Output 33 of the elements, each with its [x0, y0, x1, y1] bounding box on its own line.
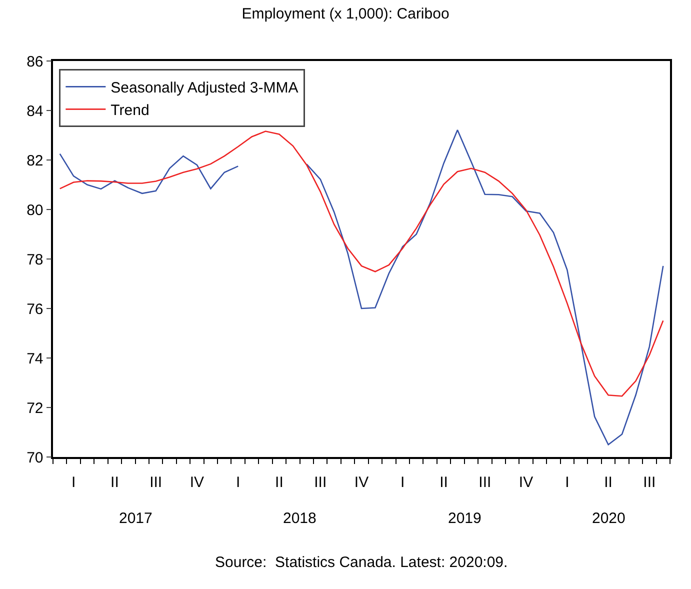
legend-label: Seasonally Adjusted 3-MMA	[110, 80, 298, 97]
x-tick-label: IV	[190, 474, 204, 491]
chart-title: Employment (x 1,000): Cariboo	[242, 6, 450, 22]
x-tick-label: I	[565, 474, 570, 491]
x-tick-label: III	[643, 474, 656, 491]
y-tick-label: 76	[26, 300, 44, 318]
y-tick-label: 86	[26, 53, 44, 70]
x-tick-label: IV	[354, 474, 369, 491]
y-tick-label: 82	[26, 152, 44, 170]
text: 2019	[448, 510, 482, 527]
y-tick-label: 84	[26, 102, 44, 120]
line-series	[59, 130, 664, 397]
text: 2020	[592, 510, 626, 527]
x-tick-label: III	[478, 474, 492, 491]
x-tick-label: II	[604, 474, 612, 491]
x-tick-label: II	[440, 474, 448, 491]
y-tick-label: 72	[26, 400, 44, 417]
y-tick-label: 74	[26, 350, 44, 368]
x-tick-label: IV	[518, 474, 534, 491]
text: 2017	[119, 510, 152, 527]
x-tick-label: I	[400, 474, 405, 491]
x-tick-label: III	[314, 474, 327, 491]
legend-label: Trend	[110, 102, 150, 120]
y-tick-label: 70	[26, 449, 44, 466]
x-tick-label: II	[110, 474, 119, 491]
x-tick-label: II	[275, 474, 284, 491]
source-note: Source: Statistics Canada. Latest: 2020:09.	[215, 554, 508, 571]
x-tick-label: I	[71, 474, 76, 491]
x-tick-label: I	[236, 474, 240, 491]
y-tick-label: 78	[26, 251, 44, 268]
text: 2018	[283, 510, 316, 527]
x-tick-label: III	[150, 474, 162, 491]
y-tick-label: 80	[26, 202, 44, 219]
